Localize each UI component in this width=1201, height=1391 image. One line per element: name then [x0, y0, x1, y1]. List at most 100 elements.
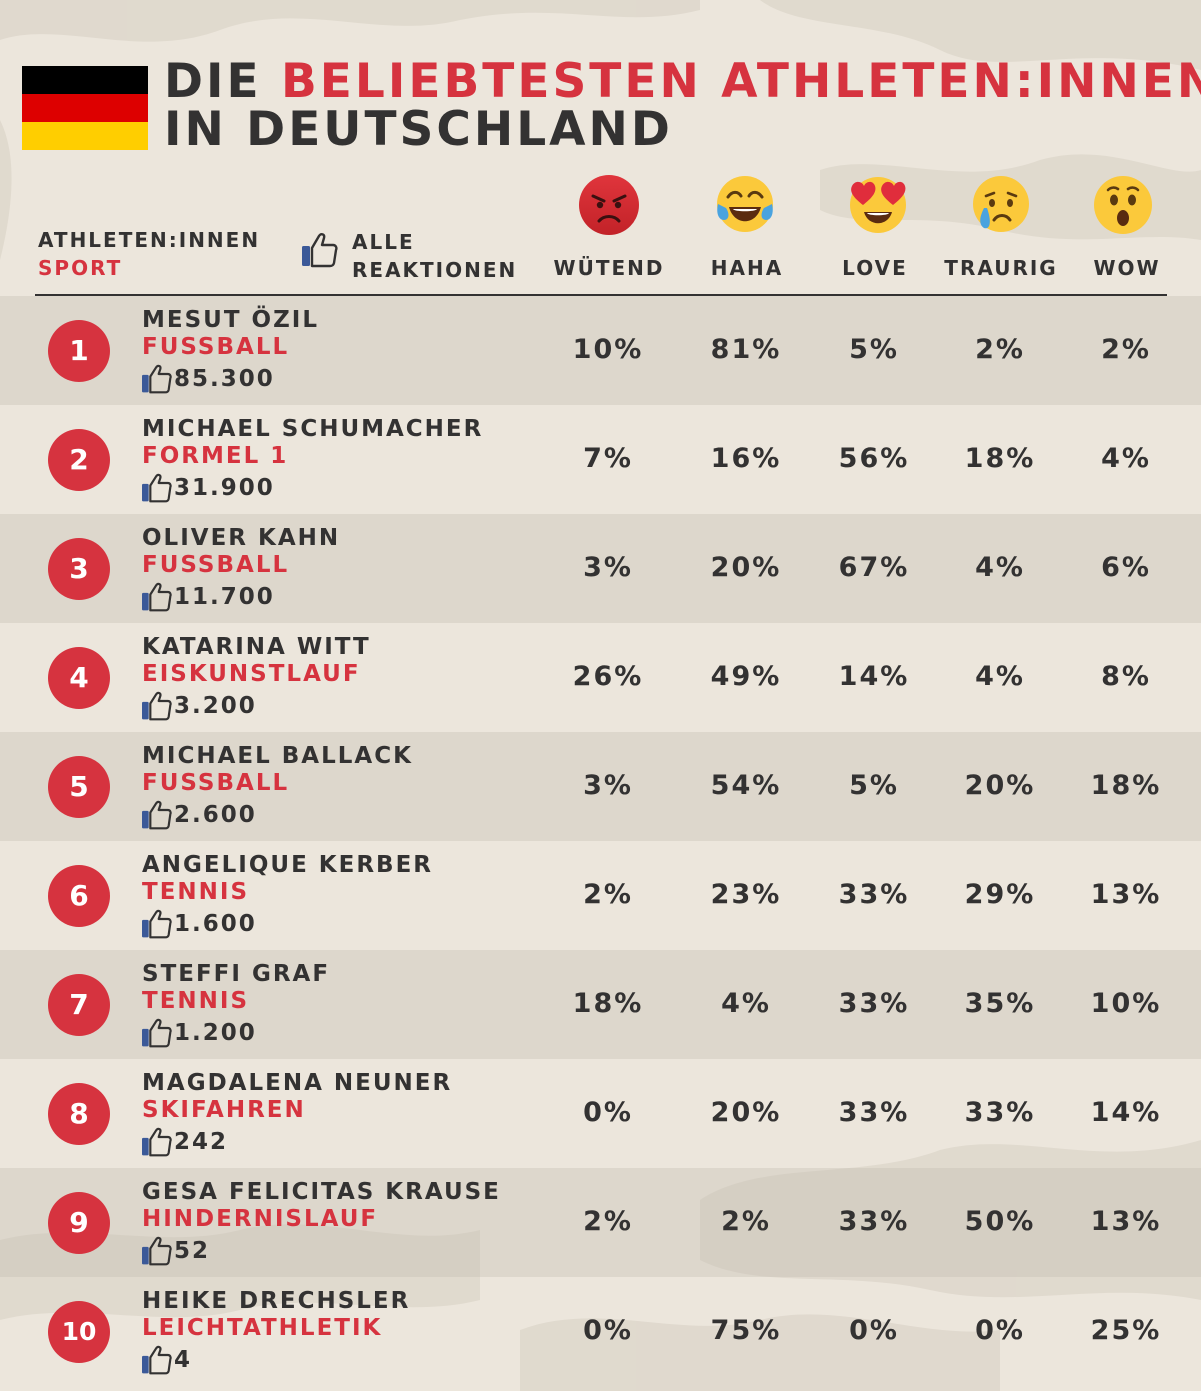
athlete-sport: TENNIS: [142, 879, 250, 905]
pct-wow: 25%: [1090, 1315, 1162, 1346]
flag-stripe-black: [22, 66, 148, 94]
rank-badge: 1: [48, 320, 110, 382]
rank-badge: 5: [48, 756, 110, 818]
athlete-sport: HINDERNISLAUF: [142, 1206, 379, 1232]
athlete-sport: FUßBALL: [142, 552, 290, 578]
thumbs-up-icon: [142, 691, 172, 721]
all-reactions-line2: REAKTIONEN: [352, 258, 518, 282]
pct-sad: 4%: [975, 661, 1025, 692]
reactions-total-value: 242: [174, 1129, 229, 1155]
pct-love: 33%: [838, 988, 910, 1019]
table-row: 8 MAGDALENA NEUNER SKIFAHREN 242 0% 20% 33% 33%…: [0, 1059, 1201, 1168]
thumbs-up-icon: [142, 909, 172, 939]
reactions-total-value: 3.200: [174, 693, 257, 719]
table-row: 2 MICHAEL SCHUMACHER FORMEL 1 31.900 7% 16% 56…: [0, 405, 1201, 514]
rank-badge: 7: [48, 974, 110, 1036]
heart-eyes-icon: [850, 177, 906, 233]
pct-wow: 18%: [1090, 770, 1162, 801]
pct-haha: 4%: [721, 988, 771, 1019]
pct-haha: 75%: [710, 1315, 782, 1346]
table-row: 4 KATARINA WITT EISKUNSTLAUF 3.200 26% 49% 14%…: [0, 623, 1201, 732]
pct-angry: 7%: [583, 443, 633, 474]
athletes-column-header: ATHLETEN:INNEN SPORT: [38, 228, 260, 280]
reactions-total: 1.200: [140, 1018, 257, 1048]
pct-haha: 20%: [710, 1097, 782, 1128]
athlete-name: MICHAEL SCHUMACHER: [142, 416, 484, 442]
reactions-total: 242: [140, 1127, 228, 1157]
rank-badge: 9: [48, 1192, 110, 1254]
tears-of-joy-icon: [717, 176, 773, 232]
thumbs-up-icon: [142, 800, 172, 830]
reactions-total-value: 1.600: [174, 911, 257, 937]
reactions-total-value: 52: [174, 1238, 211, 1264]
rank-badge: 8: [48, 1083, 110, 1145]
header-divider: [35, 294, 1167, 296]
flag-stripe-red: [22, 94, 148, 122]
reactions-total: 3.200: [140, 691, 257, 721]
table-row: 1 MESUT ÖZILFUßBALL 85.300 10% 81% 5% 2% 2%: [0, 296, 1201, 405]
table-row: 3 OLIVER KAHNFUßBALL 11.700 3% 20% 67% 4% 6%: [0, 514, 1201, 623]
pct-haha: 49%: [710, 661, 782, 692]
pct-wow: 13%: [1090, 879, 1162, 910]
table-row: 10 HEIKE DRECHSLER LEICHTATHLETIK 4 0% 75% 0% 0…: [0, 1277, 1201, 1386]
reaction-label-love: LOVE: [842, 256, 908, 280]
thumbs-up-icon: [142, 1236, 172, 1266]
reactions-total-value: 1.200: [174, 1020, 257, 1046]
title-line-1: DIE BELIEBTESTEN ATHLETEN:INNEN: [164, 58, 1201, 106]
pct-sad: 18%: [964, 443, 1036, 474]
table-row: 7 STEFFI GRAF TENNIS 1.200 18% 4% 33% 35% 10%: [0, 950, 1201, 1059]
athlete-sport: TENNIS: [142, 988, 250, 1014]
athlete-name: MESUT ÖZIL: [142, 307, 319, 333]
thumbs-up-icon: [142, 473, 172, 503]
athletes-label: ATHLETEN:INNEN: [38, 228, 261, 252]
reaction-label-wow: WOW: [1093, 256, 1161, 280]
reaction-label-haha: HAHA: [710, 256, 784, 280]
germany-flag-icon: [22, 66, 148, 150]
athlete-name: GESA FELICITAS KRAUSE: [142, 1179, 501, 1205]
athlete-sport: FUßBALL: [142, 770, 290, 796]
pct-love: 33%: [838, 879, 910, 910]
pct-love: 5%: [849, 770, 899, 801]
title-highlight: BELIEBTESTEN ATHLETEN:INNEN: [280, 54, 1201, 109]
pct-wow: 6%: [1101, 552, 1151, 583]
pct-love: 0%: [849, 1315, 899, 1346]
athlete-name: HEIKE DRECHSLER: [142, 1288, 411, 1314]
pct-love: 67%: [838, 552, 910, 583]
thumbs-up-icon: [142, 582, 172, 612]
pct-sad: 33%: [964, 1097, 1036, 1128]
pct-sad: 29%: [964, 879, 1036, 910]
reactions-total-value: 31.900: [174, 475, 275, 501]
all-reactions-line1: ALLE: [352, 230, 415, 254]
pct-wow: 4%: [1101, 443, 1151, 474]
rank-badge: 4: [48, 647, 110, 709]
pct-angry: 0%: [583, 1097, 633, 1128]
reactions-total: 2.600: [140, 800, 257, 830]
reactions-total-value: 4: [174, 1347, 193, 1373]
pct-angry: 26%: [572, 661, 644, 692]
athlete-name: ANGELIQUE KERBER: [142, 852, 433, 878]
page-title: DIE BELIEBTESTEN ATHLETEN:INNEN IN DEUTS…: [164, 58, 1201, 154]
pct-angry: 2%: [583, 879, 633, 910]
pct-haha: 2%: [721, 1206, 771, 1237]
rank-badge: 2: [48, 429, 110, 491]
thumbs-up-icon: [142, 1345, 172, 1375]
athlete-sport: EISKUNSTLAUF: [142, 661, 361, 687]
reactions-total: 4: [140, 1345, 192, 1375]
athlete-sport: SKIFAHREN: [142, 1097, 306, 1123]
pct-haha: 54%: [710, 770, 782, 801]
pct-love: 14%: [838, 661, 910, 692]
pct-sad: 4%: [975, 552, 1025, 583]
thumbs-up-icon: [142, 1127, 172, 1157]
reactions-total-value: 2.600: [174, 802, 257, 828]
athlete-name: MICHAEL BALLACK: [142, 743, 413, 769]
pct-sad: 35%: [964, 988, 1036, 1019]
reactions-total-value: 11.700: [174, 584, 275, 610]
pct-love: 33%: [838, 1097, 910, 1128]
athlete-sport: FORMEL 1: [142, 443, 289, 469]
athlete-sport: FUßBALL: [142, 334, 290, 360]
reaction-label-sad: TRAURIG: [944, 256, 1058, 280]
pct-sad: 20%: [964, 770, 1036, 801]
pct-haha: 20%: [710, 552, 782, 583]
title-part-1: DIE: [164, 54, 281, 109]
